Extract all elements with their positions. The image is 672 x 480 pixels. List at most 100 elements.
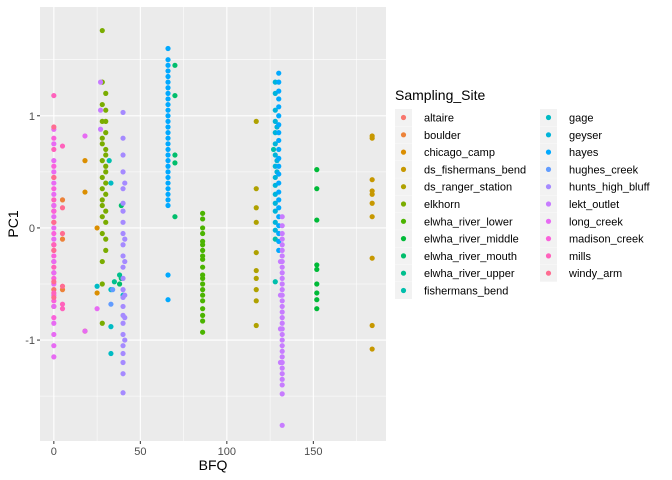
- data-point: [120, 320, 126, 326]
- data-point: [165, 152, 171, 158]
- data-point: [279, 236, 285, 242]
- data-point: [94, 225, 100, 231]
- data-point: [200, 225, 206, 231]
- legend-label: lekt_outlet: [569, 199, 619, 211]
- x-axis-title: BFQ: [199, 457, 228, 473]
- legend-item: mills: [540, 247, 591, 265]
- data-point: [51, 163, 57, 169]
- data-point: [51, 354, 57, 360]
- data-point: [200, 312, 206, 318]
- data-point: [276, 155, 282, 161]
- data-point: [279, 275, 285, 281]
- data-point: [165, 57, 171, 63]
- data-point: [116, 281, 123, 287]
- legend-key-point: [400, 287, 407, 294]
- data-point: [279, 371, 285, 377]
- data-point: [272, 152, 278, 158]
- data-point: [122, 236, 128, 242]
- data-point: [51, 270, 57, 276]
- data-point: [270, 146, 277, 153]
- data-point: [116, 272, 123, 278]
- data-point: [165, 272, 171, 278]
- data-point: [165, 124, 171, 130]
- data-point: [51, 242, 57, 248]
- data-point: [111, 279, 117, 285]
- data-point: [165, 68, 171, 74]
- data-point: [276, 205, 282, 211]
- legend-item: lekt_outlet: [540, 195, 619, 213]
- legend-key-point: [400, 132, 407, 138]
- data-point: [51, 124, 57, 130]
- data-point: [120, 253, 126, 259]
- data-point: [279, 298, 285, 304]
- data-point: [108, 324, 114, 330]
- data-point: [108, 301, 114, 307]
- data-point: [276, 197, 282, 203]
- data-point: [99, 174, 105, 181]
- data-point: [99, 158, 105, 164]
- data-point: [279, 382, 285, 388]
- legend-key-point: [545, 149, 552, 155]
- data-point: [277, 359, 284, 366]
- legend-item: ds_ranger_station: [395, 178, 512, 196]
- data-point: [103, 118, 109, 124]
- data-point: [165, 79, 171, 85]
- data-point: [103, 169, 109, 175]
- data-point: [120, 390, 126, 396]
- legend-item: hughes_creek: [540, 160, 639, 178]
- data-point: [200, 287, 206, 293]
- data-point: [200, 247, 206, 253]
- data-point: [120, 208, 126, 214]
- data-point: [200, 306, 206, 312]
- data-point: [314, 186, 320, 192]
- data-point: [369, 177, 375, 183]
- data-point: [59, 236, 66, 242]
- data-point: [172, 152, 178, 158]
- data-point: [82, 328, 88, 334]
- legend-item: fishermans_bend: [395, 282, 508, 299]
- data-point: [279, 264, 285, 270]
- legend-title: Sampling_Site: [395, 87, 485, 103]
- data-point: [94, 306, 100, 312]
- data-point: [200, 329, 206, 335]
- data-point: [103, 152, 109, 158]
- legend-item: hunts_high_bluff: [540, 178, 650, 196]
- legend-label: ds_fishermans_bend: [424, 164, 526, 176]
- legend-key-point: [400, 270, 407, 276]
- data-point: [165, 62, 171, 68]
- data-point: [120, 186, 126, 192]
- data-point: [51, 174, 57, 181]
- data-point: [165, 163, 171, 169]
- data-point: [120, 169, 126, 175]
- data-point: [279, 315, 285, 321]
- data-point: [122, 292, 128, 298]
- legend-label: elwha_river_upper: [424, 268, 515, 280]
- data-point: [272, 208, 278, 214]
- y-tick-label: -1: [25, 335, 35, 347]
- legend-item: elwha_river_lower: [395, 212, 513, 230]
- data-point: [165, 174, 171, 181]
- legend-item: elwha_river_middle: [395, 230, 519, 248]
- legend-item: long_creek: [540, 212, 623, 230]
- data-point: [272, 200, 278, 206]
- data-point: [369, 133, 375, 139]
- legend-label: elkhorn: [424, 199, 460, 211]
- data-point: [277, 326, 284, 332]
- data-point: [99, 281, 105, 287]
- data-point: [51, 236, 57, 242]
- legend: Sampling_Site altaire boulder chicago_camp…: [395, 87, 650, 299]
- data-point: [51, 208, 57, 214]
- data-point: [51, 202, 57, 209]
- data-point: [120, 287, 126, 293]
- data-point: [253, 186, 259, 192]
- data-point: [51, 225, 57, 231]
- data-point: [272, 174, 278, 181]
- legend-label: mills: [569, 251, 591, 263]
- data-point: [165, 101, 171, 108]
- data-point: [165, 197, 171, 203]
- data-point: [103, 107, 109, 113]
- data-point: [369, 346, 375, 352]
- legend-item: elwha_river_mouth: [395, 247, 517, 265]
- legend-label: chicago_camp: [424, 147, 495, 159]
- data-point: [165, 90, 171, 96]
